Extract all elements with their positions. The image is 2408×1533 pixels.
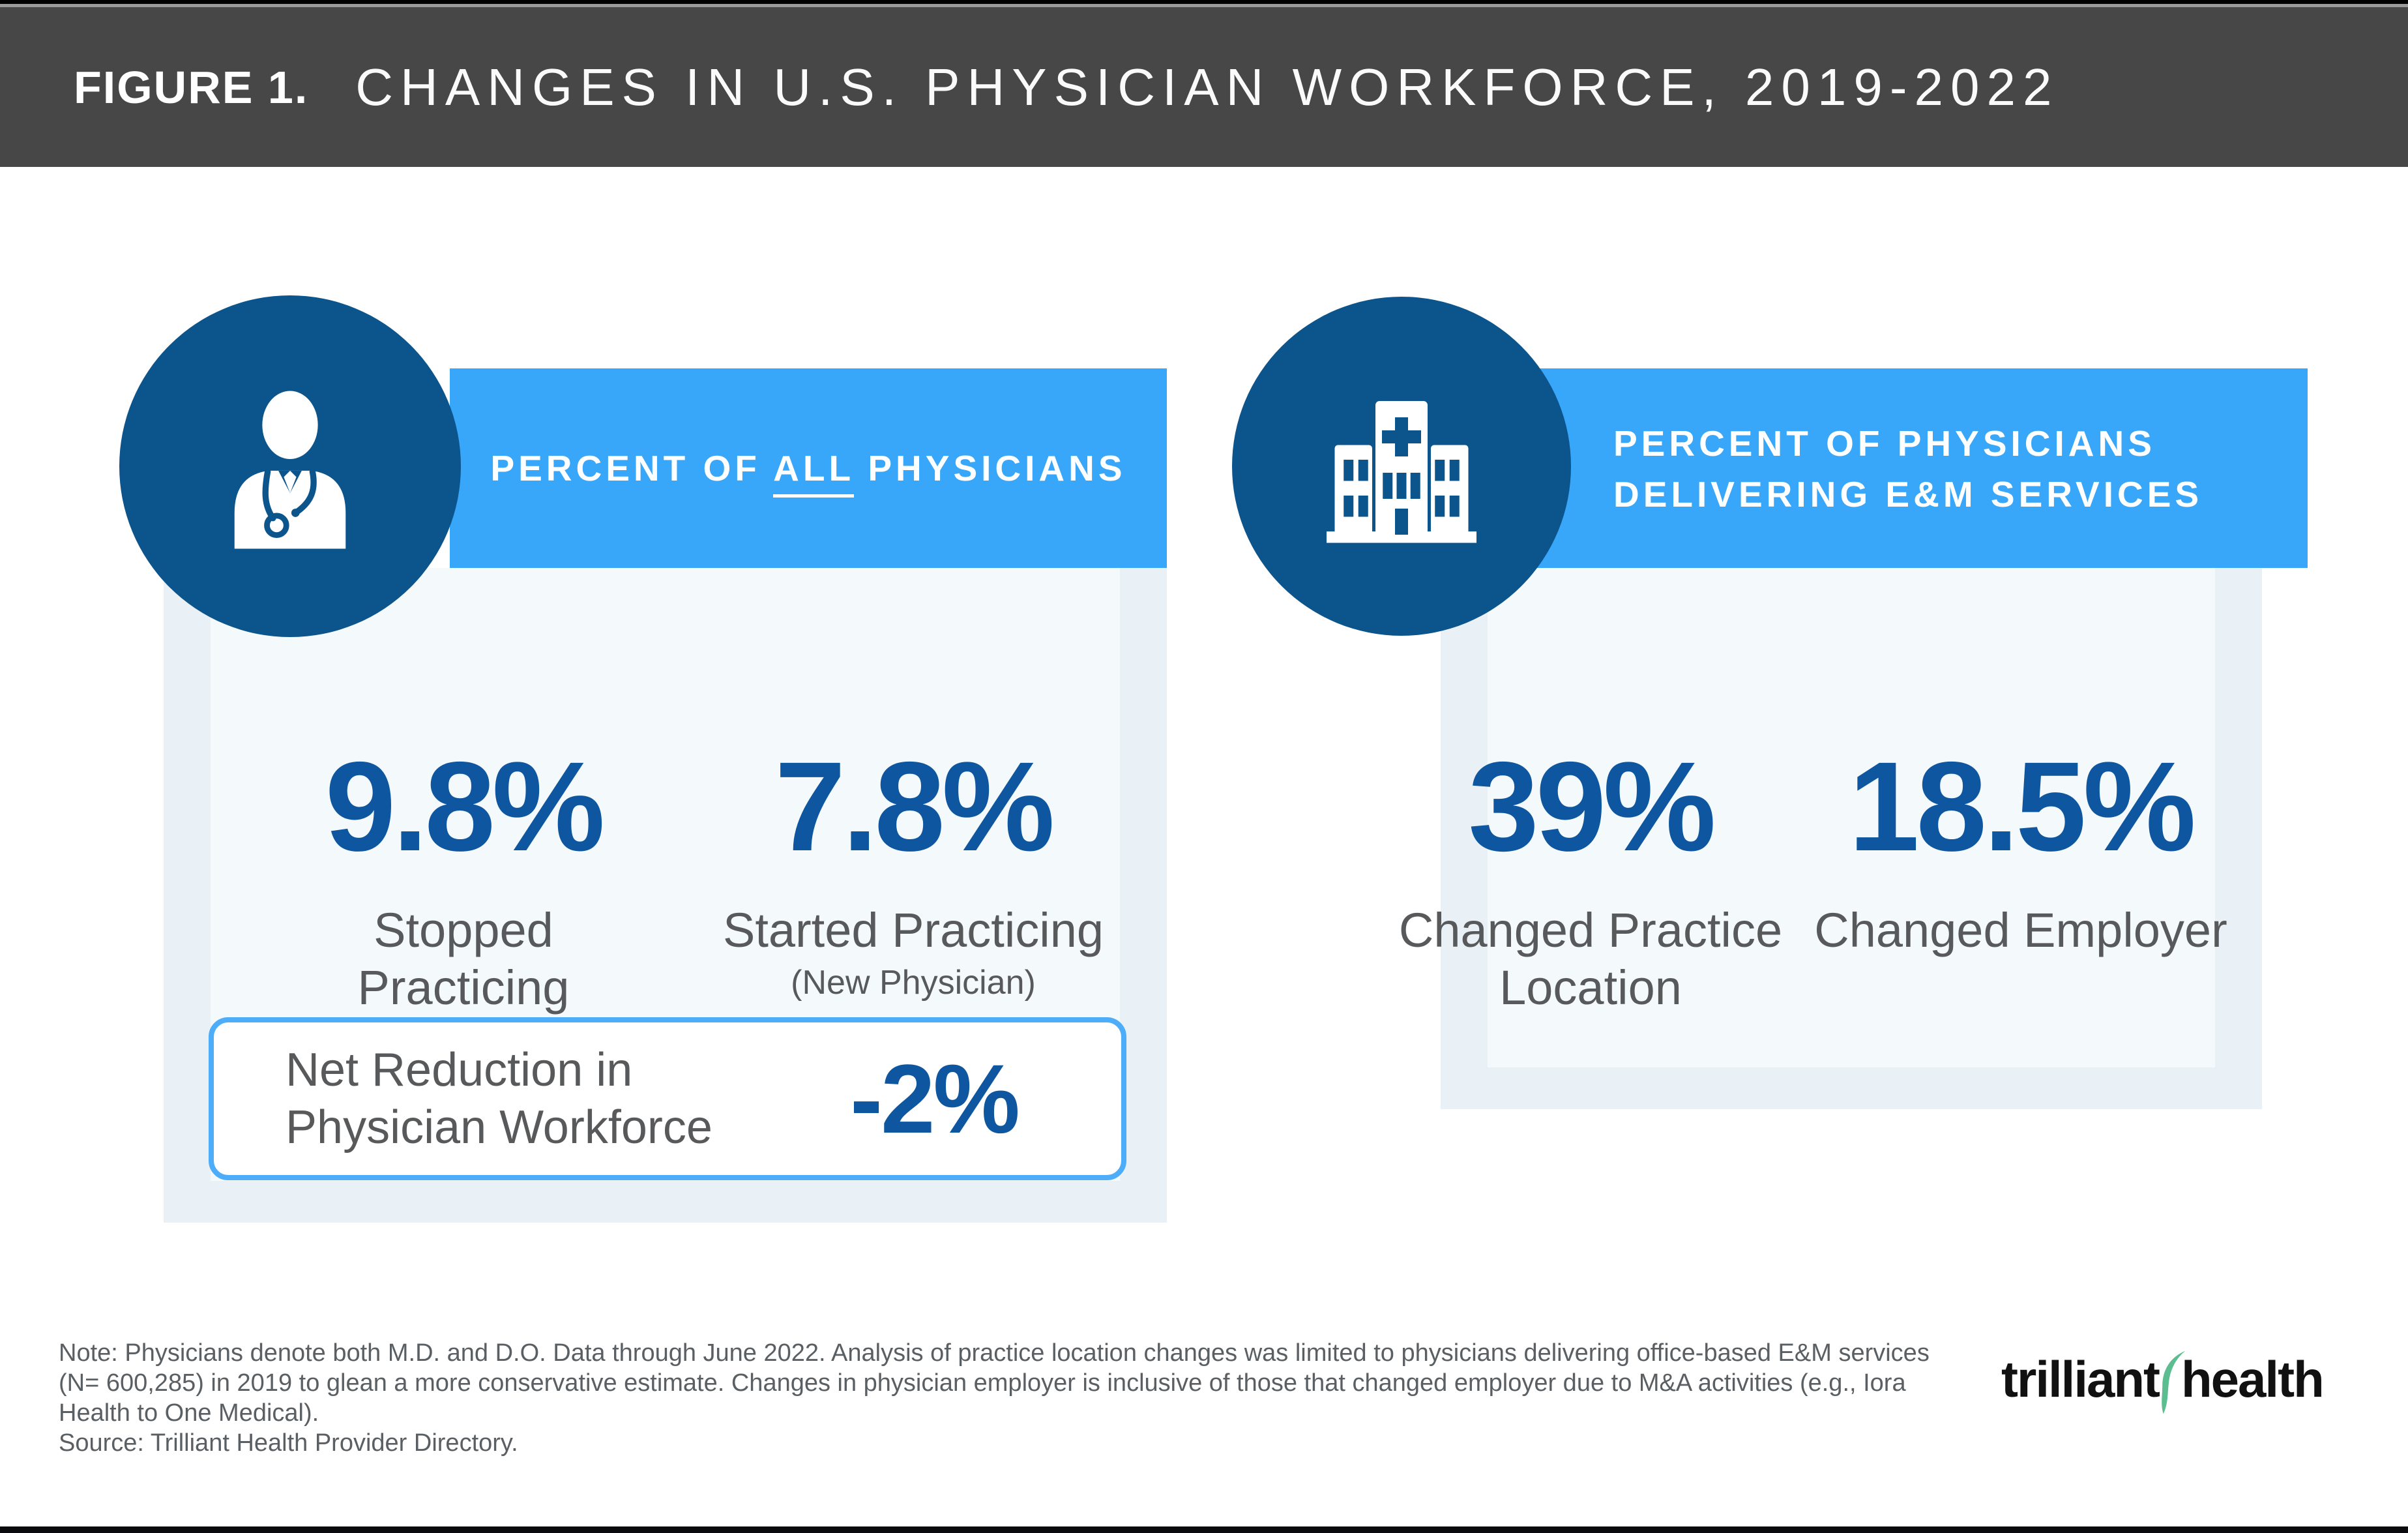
stat-label-line2: Location [1499,960,1682,1015]
footnote-source: Source: Trilliant Health Provider Direct… [59,1429,518,1457]
em-physicians-panel: 39% Changed Practice Location 18.5% Chan… [1399,568,2262,1109]
band-title-line1: PERCENT OF PHYSICIANS [1613,423,2156,464]
logo-swoosh-icon [2162,1350,2186,1414]
footnote-line3: Health to One Medical). [59,1399,319,1427]
stat-label: Changed Employer [1814,903,2227,957]
stat-value: 7.8% [774,736,1055,878]
stat-label: Changed Practice Location [1382,902,1799,1017]
stat-label-line1: Changed Practice [1398,903,1783,957]
stat-changed-employer: 18.5% Changed Employer [1812,743,2229,959]
net-reduction-label-line1: Net Reduction in [286,1044,633,1096]
net-reduction-box: Net Reduction in Physician Workforce -2% [209,1017,1126,1180]
stat-changed-practice-location: 39% Changed Practice Location [1382,743,1799,1017]
logo-text-trilliant: trilliant [2001,1350,2160,1408]
net-reduction-label: Net Reduction in Physician Workforce [286,1041,712,1156]
hospital-circle-badge [1232,297,1571,636]
stat-value: 39% [1468,736,1716,878]
physician-icon [234,391,346,549]
em-physicians-band: PERCENT OF PHYSICIANS DELIVERING E&M SER… [1480,368,2308,568]
stat-value: 18.5% [1849,736,2196,878]
bottom-border-strip [0,1526,2408,1533]
logo-text-health: health [2181,1350,2325,1408]
all-physicians-band-title: PERCENT OF ALL PHYSICIANS [490,447,1126,498]
page-title: CHANGES IN U.S. PHYSICIAN WORKFORCE, 201… [355,57,2059,116]
all-physicians-band: PERCENT OF ALL PHYSICIANS [450,368,1167,568]
trilliant-health-logo: trilliant health [2001,1341,2325,1414]
em-physicians-panel-inner [1488,568,2215,1067]
stat-value: 9.8% [325,736,605,878]
header-bar: FIGURE 1. CHANGES IN U.S. PHYSICIAN WORK… [0,7,2408,167]
band-text-underlined: ALL [773,448,855,498]
net-reduction-label-line2: Physician Workforce [286,1101,712,1153]
net-reduction-value: -2% [850,1043,1020,1153]
top-border-strip-light [0,4,2408,7]
figure-label: FIGURE 1. [74,61,309,113]
footnote-line2: (N= 600,285) in 2019 to glean a more con… [59,1369,1906,1397]
stat-started-practicing: 7.8% Started Practicing (New Physician) [718,743,1109,1002]
stat-label: Started Practicing [722,903,1104,957]
footnote-line1: Note: Physicians denote both M.D. and D.… [59,1339,1930,1367]
footnote: Note: Physicians denote both M.D. and D.… [59,1338,1930,1458]
hospital-icon [1327,401,1476,543]
stat-sublabel: (New Physician) [791,964,1036,1002]
band-text-pre: PERCENT OF [490,448,774,488]
physician-circle-badge [119,295,461,637]
em-physicians-band-title: PERCENT OF PHYSICIANS DELIVERING E&M SER… [1480,368,2308,520]
band-title-line2: DELIVERING E&M SERVICES [1613,474,2203,514]
top-border-strip [0,0,2408,4]
all-physicians-panel: 9.8% Stopped Practicing 7.8% Started Pra… [164,568,1167,1223]
band-text-post: PHYSICIANS [854,448,1126,488]
stat-label: Stopped Practicing [357,903,570,1015]
stat-stopped-practicing: 9.8% Stopped Practicing [268,743,659,1017]
